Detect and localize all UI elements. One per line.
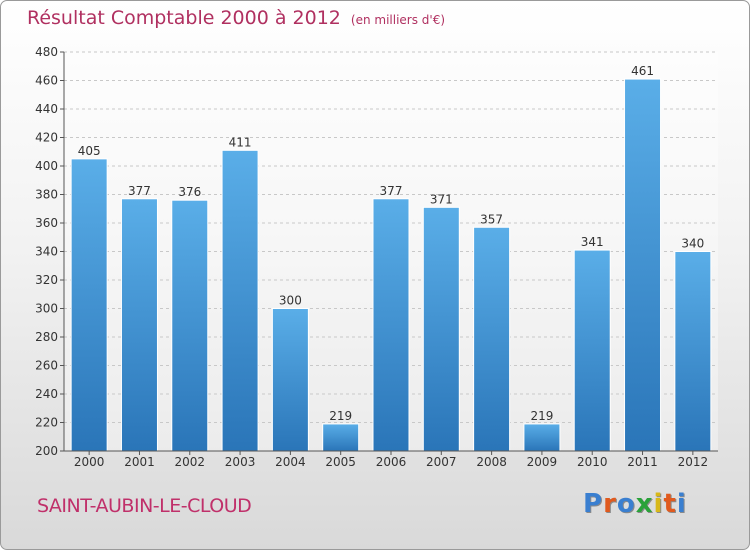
x-tick-label: 2010 <box>577 455 608 469</box>
bar-value-label: 219 <box>329 409 352 423</box>
y-tick-label: 440 <box>35 102 58 116</box>
logo-letter: r <box>603 489 617 519</box>
x-tick-label: 2012 <box>678 455 709 469</box>
bar <box>171 199 209 452</box>
y-tick-label: 340 <box>35 245 58 259</box>
y-tick-label: 220 <box>35 416 58 430</box>
logo-letter: o <box>616 489 636 519</box>
bar <box>322 423 360 452</box>
bar-value-label: 219 <box>530 409 553 423</box>
y-tick-label: 300 <box>35 302 58 316</box>
y-tick-label: 260 <box>35 359 58 373</box>
bar-value-label: 340 <box>681 237 704 251</box>
bar <box>573 249 611 452</box>
bar <box>221 149 259 452</box>
x-tick-label: 2005 <box>325 455 356 469</box>
y-tick-label: 240 <box>35 387 58 401</box>
x-tick-label: 2004 <box>275 455 306 469</box>
bar <box>70 158 108 452</box>
axis-layer: 200 220 240 260 280 300 320 340 360 380 400 420 440 4… <box>35 45 718 469</box>
x-tick-label: 2011 <box>627 455 658 469</box>
bar <box>523 423 561 452</box>
chart-subtitle: (en milliers d'€) <box>350 13 446 27</box>
place-name: SAINT-AUBIN-LE-CLOUD <box>37 495 252 517</box>
proxiti-logo: Proxiti <box>583 489 687 519</box>
bar <box>271 308 309 452</box>
x-tick-label: 2006 <box>376 455 407 469</box>
bar-value-label: 371 <box>430 192 453 206</box>
bar-value-label: 341 <box>581 235 604 249</box>
bar <box>422 206 460 452</box>
bar <box>624 78 662 452</box>
bar <box>473 226 511 452</box>
bar-value-label: 300 <box>279 294 302 308</box>
y-tick-label: 400 <box>35 159 58 173</box>
bar-value-label: 357 <box>480 212 503 226</box>
x-tick-label: 2009 <box>527 455 558 469</box>
logo-letter: t <box>663 489 677 519</box>
bar <box>120 198 158 452</box>
y-tick-label: 200 <box>35 444 58 458</box>
y-tick-label: 420 <box>35 131 58 145</box>
y-tick-label: 480 <box>35 45 58 59</box>
y-tick-label: 360 <box>35 216 58 230</box>
bar-value-label: 377 <box>128 184 151 198</box>
logo-letter: i <box>653 489 664 519</box>
x-tick-label: 2002 <box>174 455 205 469</box>
bars-layer: 405 377 376 411 300 219 377 371 357 219 341 461 340 <box>70 64 712 452</box>
y-tick-label: 280 <box>35 330 58 344</box>
logo-letter: x <box>635 489 654 519</box>
title-row: Résultat Comptable 2000 à 2012 (en millie… <box>27 7 445 29</box>
x-tick-label: 2003 <box>225 455 256 469</box>
bar-value-label: 377 <box>380 184 403 198</box>
bar-value-label: 376 <box>178 185 201 199</box>
logo-letter: i <box>676 489 687 519</box>
x-tick-label: 2007 <box>426 455 457 469</box>
bar-value-label: 405 <box>78 144 101 158</box>
bar-value-label: 411 <box>229 135 252 149</box>
x-tick-label: 2008 <box>476 455 507 469</box>
x-tick-label: 2000 <box>74 455 105 469</box>
bar <box>372 198 410 452</box>
bar <box>674 251 712 452</box>
y-tick-label: 320 <box>35 273 58 287</box>
bar-value-label: 461 <box>631 64 654 78</box>
logo-letter: P <box>583 489 604 519</box>
y-tick-label: 460 <box>35 74 58 88</box>
y-tick-label: 380 <box>35 188 58 202</box>
chart-title: Résultat Comptable 2000 à 2012 <box>27 7 341 29</box>
x-tick-label: 2001 <box>124 455 155 469</box>
